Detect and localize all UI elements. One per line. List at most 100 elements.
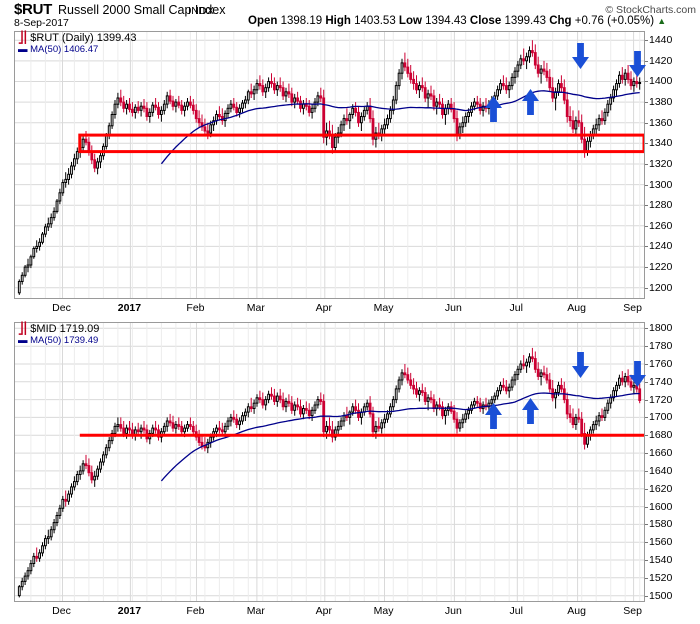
legend-price-label: $MID 1719.09	[30, 323, 100, 335]
legend-price-label: $RUT (Daily) 1399.43	[30, 32, 137, 44]
y-axis-tick-label: 1560	[649, 536, 673, 549]
y-axis-tick-label: 1340	[649, 137, 673, 150]
x-axis-tick-label: Apr	[315, 605, 332, 617]
plot-area-rut[interactable]	[14, 31, 645, 299]
x-axis-tick-label: Feb	[186, 605, 205, 617]
down-arrow-annotation-icon	[571, 351, 589, 378]
open-label: Open	[248, 15, 278, 27]
y-axis-tick-mark	[645, 122, 648, 124]
close-value: 1399.43	[504, 15, 547, 27]
y-axis-tick-mark	[645, 225, 648, 227]
quote-date: 8-Sep-2017	[14, 17, 69, 29]
y-axis-tick-label: 1580	[649, 518, 673, 531]
legend-ma-label: MA(50) 1739.49	[30, 335, 99, 346]
candlestick-icon: ⎦⎮	[18, 323, 28, 335]
chart-canvas	[15, 32, 644, 298]
chart-header: $RUT Russell 2000 Small Cap Index INDX 8…	[0, 0, 700, 30]
line-swatch-icon: ▬	[18, 44, 28, 55]
arrow-glyph	[628, 360, 646, 387]
y-axis-tick-mark	[645, 506, 648, 508]
arrow-glyph	[521, 398, 539, 425]
x-axis-tick-label: May	[373, 302, 394, 314]
symbol-ticker: $RUT	[14, 1, 52, 18]
change-value: +0.76 (+0.05%)	[574, 15, 655, 27]
x-axis-tick-label: 2017	[117, 605, 142, 617]
y-axis-tick-mark	[645, 40, 648, 42]
x-axis-tick-label: Dec	[52, 302, 71, 314]
y-axis-tick-mark	[645, 453, 648, 455]
arrow-glyph	[485, 403, 503, 430]
low-label: Low	[398, 15, 422, 27]
y-axis-tick-mark	[645, 560, 648, 561]
y-axis-tick-mark	[645, 435, 648, 437]
x-axis-tick-label: Jul	[509, 605, 523, 617]
y-axis-tick-mark	[645, 205, 648, 207]
arrow-glyph	[521, 89, 539, 116]
y-axis-tick-label: 1320	[649, 157, 673, 170]
up-arrow-annotation-icon	[485, 403, 503, 430]
symbol-name: Russell 2000 Small Cap Index	[58, 3, 226, 17]
x-axis-tick-label: Mar	[246, 302, 265, 314]
x-axis-tick-label: Jun	[444, 605, 462, 617]
x-axis-tick-label: Dec	[52, 605, 71, 617]
legend-ma-row: ▬ MA(50) 1406.47	[18, 44, 136, 55]
x-axis-tick-label: Jul	[509, 302, 523, 314]
down-arrow-annotation-icon	[571, 42, 589, 69]
y-axis-tick-mark	[645, 163, 648, 165]
y-axis-tick-mark	[645, 102, 648, 104]
y-axis-tick-label: 1680	[649, 429, 673, 442]
annotation-rectangle	[78, 133, 644, 154]
y-axis-tick-label: 1620	[649, 482, 673, 495]
y-axis-tick-label: 1220	[649, 261, 673, 274]
y-axis-tick-mark	[645, 346, 648, 348]
up-arrow-annotation-icon	[521, 398, 539, 425]
open-value: 1398.19	[280, 15, 323, 27]
candlestick-icon: ⎦⎮	[18, 32, 28, 44]
x-axis-tick-label: Mar	[246, 605, 265, 617]
x-axis-tick-label: Aug	[567, 605, 586, 617]
y-axis-tick-mark	[645, 81, 648, 83]
y-axis-tick-label: 1360	[649, 116, 673, 129]
x-axis-tick-label: 2017	[117, 302, 142, 314]
x-axis-rut: Dec 2017 Feb Mar Apr May Jun Jul Aug Sep	[14, 301, 645, 315]
price-chart-mid[interactable]: ⎦⎮ $MID 1719.09 ▬ MA(50) 1739.49	[14, 322, 646, 602]
up-arrow-annotation-icon	[485, 96, 503, 123]
price-chart-rut[interactable]: ⎦⎮ $RUT (Daily) 1399.43 ▬ MA(50) 1406.47	[14, 31, 646, 299]
x-axis-tick-label: Sep	[623, 605, 642, 617]
legend-ma-row: ▬ MA(50) 1739.49	[18, 335, 99, 346]
y-axis-tick-label: 1800	[649, 322, 673, 335]
y-axis-tick-mark	[645, 470, 648, 472]
legend-price-row: ⎦⎮ $RUT (Daily) 1399.43	[18, 33, 136, 44]
y-axis-tick-mark	[645, 524, 648, 526]
y-axis-tick-label: 1740	[649, 375, 673, 388]
y-axis-tick-label: 1640	[649, 464, 673, 477]
y-axis-tick-label: 1200	[649, 281, 673, 294]
y-axis-tick-label: 1720	[649, 393, 673, 406]
high-value: 1403.53	[354, 15, 396, 27]
down-arrow-annotation-icon	[628, 50, 646, 77]
y-axis-tick-label: 1700	[649, 411, 673, 424]
chart-legend-mid: ⎦⎮ $MID 1719.09 ▬ MA(50) 1739.49	[18, 323, 100, 347]
y-axis-tick-label: 1500	[649, 589, 673, 602]
y-axis-tick-mark	[645, 399, 648, 401]
y-axis-tick-label: 1380	[649, 96, 673, 109]
y-axis-tick-mark	[645, 381, 648, 383]
moving-average-line	[160, 90, 640, 165]
y-axis-tick-label: 1540	[649, 554, 673, 566]
plot-area-mid[interactable]	[14, 322, 645, 602]
line-swatch-icon: ▬	[18, 335, 28, 346]
ohlc-quote-bar: Open 1398.19 High 1403.53 Low 1394.43 Cl…	[248, 15, 698, 31]
y-axis-tick-mark	[645, 246, 648, 248]
y-axis-tick-label: 1660	[649, 447, 673, 460]
y-axis-tick-mark	[645, 328, 648, 330]
y-axis-tick-label: 1280	[649, 199, 673, 212]
moving-average-line	[160, 392, 640, 482]
y-axis-tick-label: 1300	[649, 178, 673, 191]
change-direction-icon: ▲	[657, 16, 667, 26]
y-axis-tick-label: 1760	[649, 357, 673, 370]
x-axis-tick-label: May	[373, 605, 394, 617]
y-axis-tick-mark	[645, 542, 648, 544]
x-axis-tick-label: Sep	[623, 302, 642, 314]
y-axis-tick-label: 1400	[649, 75, 673, 88]
y-axis-tick-label: 1420	[649, 54, 673, 67]
